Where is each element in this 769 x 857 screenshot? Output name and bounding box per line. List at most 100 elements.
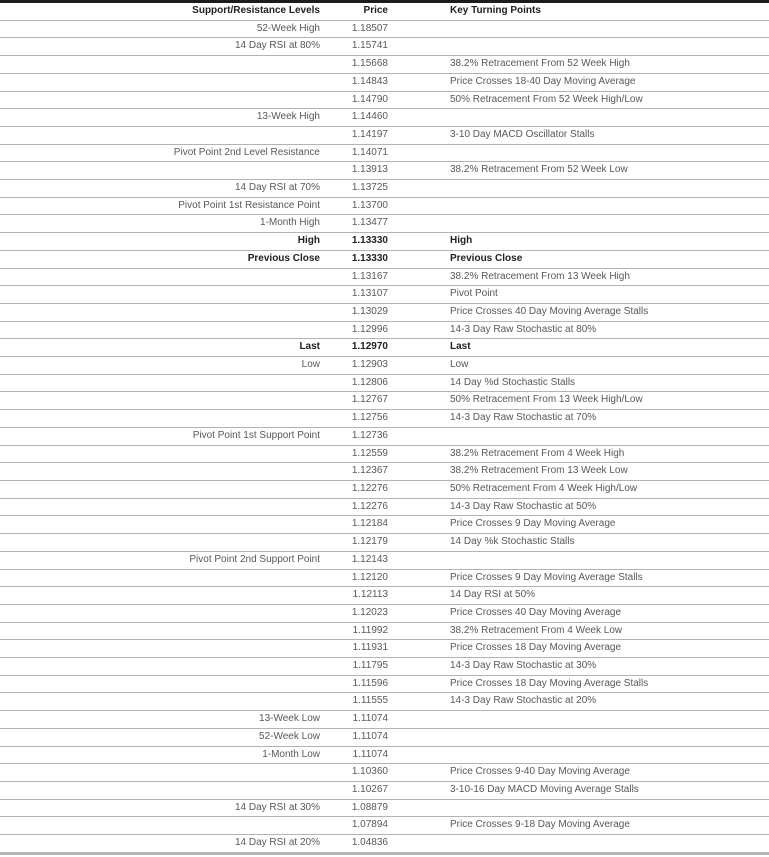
price-cell: 1.11074 [330, 746, 400, 765]
level-cell: 13-Week Low [0, 710, 330, 729]
table-row: Pivot Point 1st Support Point 1.12736 [0, 427, 769, 446]
level-cell: Pivot Point 2nd Level Resistance [0, 144, 330, 163]
level-cell [0, 533, 330, 552]
turning-point-cell: Low [400, 356, 769, 375]
turning-point-cell [400, 179, 769, 198]
level-cell: 14 Day RSI at 70% [0, 179, 330, 198]
table-row: 52-Week High 1.18507 [0, 20, 769, 39]
turning-point-cell [400, 427, 769, 446]
price-cell: 1.13725 [330, 179, 400, 198]
level-cell [0, 480, 330, 499]
table-row: 1.12179 14 Day %k Stochastic Stalls [0, 533, 769, 552]
level-cell [0, 622, 330, 641]
level-cell: Previous Close [0, 250, 330, 269]
column-header-key-turning-points: Key Turning Points [400, 1, 769, 21]
level-cell [0, 462, 330, 481]
table-row: 14 Day RSI at 70% 1.13725 [0, 179, 769, 198]
level-cell [0, 569, 330, 588]
table-row: 1.12367 38.2% Retracement From 13 Week Lo… [0, 462, 769, 481]
level-cell: 14 Day RSI at 80% [0, 37, 330, 57]
turning-point-cell: Price Crosses 9-40 Day Moving Average [400, 763, 769, 782]
level-cell: 14 Day RSI at 30% [0, 799, 330, 818]
price-cell: 1.13700 [330, 197, 400, 216]
turning-point-cell: 38.2% Retracement From 52 Week Low [400, 161, 769, 181]
price-cell: 1.12996 [330, 321, 400, 340]
turning-point-cell [400, 710, 769, 729]
column-header-support-resistance-levels: Support/Resistance Levels [0, 1, 330, 21]
price-cell: 1.11795 [330, 657, 400, 676]
turning-point-cell: 3-10 Day MACD Oscillator Stalls [400, 126, 769, 145]
table-row: 1.12806 14 Day %d Stochastic Stalls [0, 374, 769, 393]
level-cell [0, 73, 330, 92]
price-cell: 1.13167 [330, 268, 400, 287]
turning-point-cell [400, 37, 769, 57]
level-cell [0, 374, 330, 393]
price-cell: 1.12184 [330, 515, 400, 535]
level-cell [0, 515, 330, 535]
level-cell: High [0, 232, 330, 251]
table-row: 1.12276 14-3 Day Raw Stochastic at 50% [0, 498, 769, 517]
table-row: 1.15668 38.2% Retracement From 52 Week Hi… [0, 55, 769, 74]
price-cell: 1.12120 [330, 569, 400, 588]
table-row: 1.11992 38.2% Retracement From 4 Week Low [0, 622, 769, 641]
price-cell: 1.13477 [330, 214, 400, 234]
turning-point-cell [400, 799, 769, 818]
turning-point-cell [400, 197, 769, 216]
table-body: 52-Week High 1.18507 14 Day RSI at 80% 1.15… [0, 20, 769, 853]
level-cell [0, 321, 330, 340]
level-cell: Last [0, 338, 330, 358]
table-row: 1.13107 Pivot Point [0, 285, 769, 304]
level-cell: Pivot Point 1st Resistance Point [0, 197, 330, 216]
price-cell: 1.12023 [330, 604, 400, 623]
level-cell [0, 692, 330, 712]
turning-point-cell: Price Crosses 40 Day Moving Average [400, 604, 769, 623]
table-row: Last 1.12970 Last [0, 338, 769, 358]
level-cell: 14 Day RSI at 20% [234, 837, 320, 849]
level-cell [0, 657, 330, 676]
price-cell: 1.13029 [330, 303, 400, 322]
turning-point-cell: 14 Day RSI at 50% [400, 586, 769, 605]
level-cell [0, 781, 330, 800]
price-cell: 1.12143 [330, 551, 400, 570]
table-row: 1.12120 Price Crosses 9 Day Moving Averag… [0, 569, 769, 588]
table-row: 1.13029 Price Crosses 40 Day Moving Avera… [0, 303, 769, 322]
table-row: 1.12756 14-3 Day Raw Stochastic at 70% [0, 409, 769, 428]
turning-point-cell: 50% Retracement From 4 Week High/Low [400, 480, 769, 499]
table-row: 1.14790 50% Retracement From 52 Week High… [0, 91, 769, 110]
price-cell: 1.11596 [330, 675, 400, 694]
turning-point-cell [400, 214, 769, 234]
turning-point-cell [400, 728, 769, 747]
turning-point-cell: 14 Day %k Stochastic Stalls [400, 533, 769, 552]
price-cell: 1.13330 [330, 232, 400, 251]
level-cell: 52-Week Low [0, 728, 330, 747]
price-cell: 1.15741 [330, 37, 400, 57]
turning-point-cell: Price Crosses 9-18 Day Moving Average [400, 816, 769, 836]
table-row: 1-Month Low 1.11074 [0, 746, 769, 765]
table-row: 1.10267 3-10-16 Day MACD Moving Average S… [0, 781, 769, 800]
turning-point-cell [400, 20, 769, 39]
price-cell: 1.12970 [330, 338, 400, 358]
price-cell: 1.13107 [330, 285, 400, 304]
table-row: Low 1.12903 Low [0, 356, 769, 375]
price-cell: 1.13330 [330, 250, 400, 269]
level-cell [0, 391, 330, 411]
turning-point-cell: 3-10-16 Day MACD Moving Average Stalls [400, 781, 769, 800]
turning-point-cell: 38.2% Retracement From 52 Week High [400, 55, 769, 74]
table-row: 1.14843 Price Crosses 18-40 Day Moving Av… [0, 73, 769, 92]
table-row: 1-Month High 1.13477 [0, 214, 769, 234]
price-cell: 1.12767 [330, 391, 400, 411]
turning-point-cell: 38.2% Retracement From 13 Week High [400, 268, 769, 287]
price-cell: 1.14197 [330, 126, 400, 145]
price-cell: 1.18507 [330, 20, 400, 39]
level-cell [0, 586, 330, 605]
price-cell: 1.12903 [330, 356, 400, 375]
header-row: Support/Resistance Levels Price Key Turn… [0, 1, 769, 21]
level-cell [0, 816, 330, 836]
table-row: 1.12023 Price Crosses 40 Day Moving Avera… [0, 604, 769, 623]
table-row: Pivot Point 1st Resistance Point 1.13700 [0, 197, 769, 216]
table-row: Pivot Point 2nd Level Resistance 1.14071 [0, 144, 769, 163]
table-row: 14 Day RSI at 80% 1.15741 [0, 37, 769, 57]
level-cell [0, 675, 330, 694]
price-cell: 1.14790 [330, 91, 400, 110]
